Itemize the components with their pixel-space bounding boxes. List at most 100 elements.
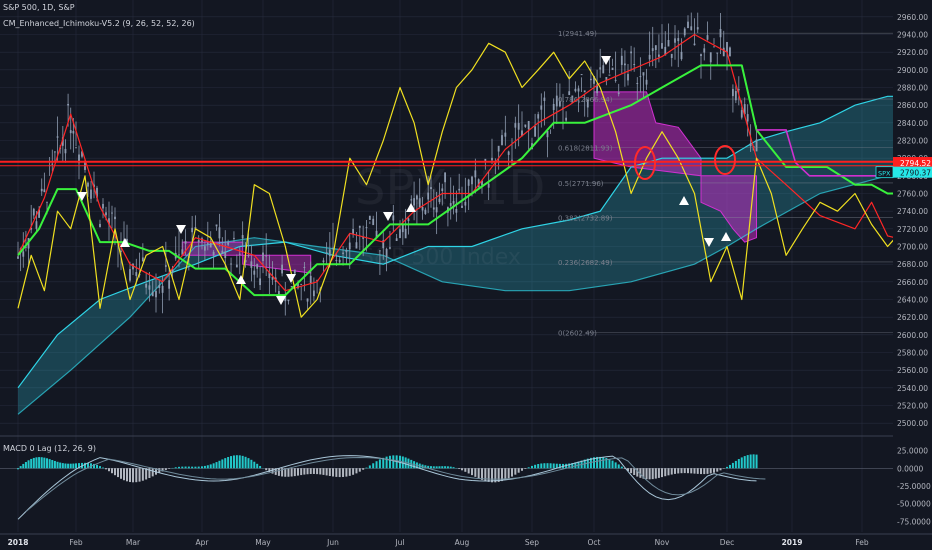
candle-body	[458, 188, 461, 191]
candle-body	[395, 238, 398, 241]
candle-body	[527, 120, 530, 130]
candle-body	[372, 218, 375, 226]
candle-body	[680, 51, 683, 60]
macd-histogram-bar	[87, 462, 89, 469]
macd-histogram-bar	[206, 465, 209, 469]
time-tick-label: Sep	[525, 538, 539, 547]
macd-histogram-bar	[667, 468, 670, 476]
macd-histogram-bar	[32, 457, 35, 469]
macd-histogram-bar	[645, 468, 648, 480]
macd-histogram-bar	[22, 463, 25, 469]
macd-histogram-bar	[752, 454, 755, 469]
candle-body	[178, 254, 180, 256]
candle-body	[81, 151, 83, 157]
candle-body	[224, 251, 227, 259]
macd-histogram-bar	[43, 457, 46, 469]
candle-body	[501, 135, 503, 146]
macd-histogram-bar	[608, 459, 611, 469]
macd-histogram-bar	[212, 463, 215, 469]
macd-histogram-bar	[332, 468, 334, 477]
candle-body	[497, 145, 500, 152]
candle-body	[521, 130, 523, 137]
macd-histogram-bar	[96, 464, 98, 469]
macd-histogram-bar	[141, 468, 144, 481]
candle-body	[580, 74, 583, 76]
candle-body	[69, 130, 72, 134]
macd-tick-label: -25.0000	[897, 482, 931, 491]
macd-histogram-bar	[432, 466, 435, 469]
candle-body	[407, 218, 410, 222]
macd-histogram-bar	[168, 468, 171, 469]
macd-histogram-bar	[497, 468, 500, 482]
fib-label: 0.618(2811.93)	[558, 145, 613, 153]
macd-histogram-bar	[683, 468, 686, 474]
macd-histogram-bar	[241, 455, 244, 469]
macd-histogram-bar	[464, 468, 467, 472]
candle-body	[737, 89, 740, 91]
candle-body	[524, 124, 527, 127]
price-tick-label: 2700.00	[897, 243, 928, 252]
candle-body	[35, 221, 38, 229]
candle-body	[552, 104, 555, 111]
macd-histogram-bar	[138, 468, 141, 482]
macd-panel	[0, 454, 893, 520]
macd-histogram-bar	[654, 468, 657, 479]
macd-histogram-bar	[574, 462, 577, 469]
series-kijun-line	[17, 64, 932, 297]
macd-histogram-bar	[256, 463, 259, 469]
macd-histogram-bar	[178, 466, 180, 469]
candle-body	[700, 54, 702, 57]
macd-histogram-bar	[617, 464, 620, 469]
macd-histogram-bar	[388, 455, 391, 469]
indicator-label[interactable]: CM_Enhanced_Ichimoku-V5.2 (9, 26, 52, 52…	[3, 19, 195, 28]
candle-body	[235, 264, 238, 268]
spx-price-tag	[893, 166, 932, 178]
time-axis[interactable]: 2018 Feb Mar Apr May Jun Jul Aug Sep Oct Nov Dec 201…	[8, 538, 869, 547]
macd-histogram-bar	[382, 457, 385, 469]
macd-tick-label: -75.0000	[897, 517, 931, 526]
candle-body	[683, 28, 686, 36]
candle-body	[392, 215, 395, 221]
candle-body	[358, 225, 361, 228]
candle-body	[338, 259, 341, 263]
macd-histogram-bar	[345, 468, 348, 477]
candle-body	[309, 275, 312, 285]
candle-body	[416, 195, 418, 200]
candle-body	[404, 228, 407, 239]
macd-histogram-bar	[693, 468, 696, 474]
macd-histogram-bar	[719, 468, 722, 471]
candle-body	[690, 26, 693, 31]
candle-body	[99, 223, 101, 228]
macd-histogram-bar	[558, 463, 561, 469]
candle-body	[693, 43, 696, 46]
horizontal-level[interactable]	[0, 160, 893, 167]
candle-body	[677, 38, 680, 42]
candle-body	[281, 264, 283, 274]
macd-histogram-bar	[209, 464, 212, 469]
macd-histogram-bar	[309, 468, 312, 475]
macd-histogram-bar	[46, 458, 48, 469]
candle-body	[517, 123, 520, 130]
candle-body	[287, 299, 290, 302]
candle-body	[432, 207, 435, 210]
candle-body	[233, 237, 235, 239]
candle-body	[568, 91, 571, 96]
macd-histogram-bar	[358, 468, 361, 472]
fibonacci-levels: 1(2941.49) 0.786(2866.94) 0.618(2811.93) 0.…	[558, 30, 893, 338]
macd-histogram-bar	[135, 468, 138, 483]
price-axis[interactable]: 2960.00 2940.00 2920.00 2900.00 2880.00 2860.…	[893, 0, 932, 532]
price-tick-label: 2640.00	[897, 296, 928, 305]
candle-body	[362, 236, 365, 239]
price-tick-label: 2560.00	[897, 366, 928, 375]
candle-body	[571, 95, 574, 103]
macd-histogram-bar	[61, 463, 64, 469]
macd-histogram-bar	[534, 464, 537, 469]
candle-body	[271, 276, 274, 280]
macd-histogram-bar	[674, 468, 676, 474]
candle-body	[335, 260, 338, 262]
macd-histogram-bar	[19, 466, 22, 469]
candle-body	[674, 38, 676, 43]
macd-histogram-bar	[703, 468, 706, 475]
macd-histogram-bar	[623, 468, 626, 469]
